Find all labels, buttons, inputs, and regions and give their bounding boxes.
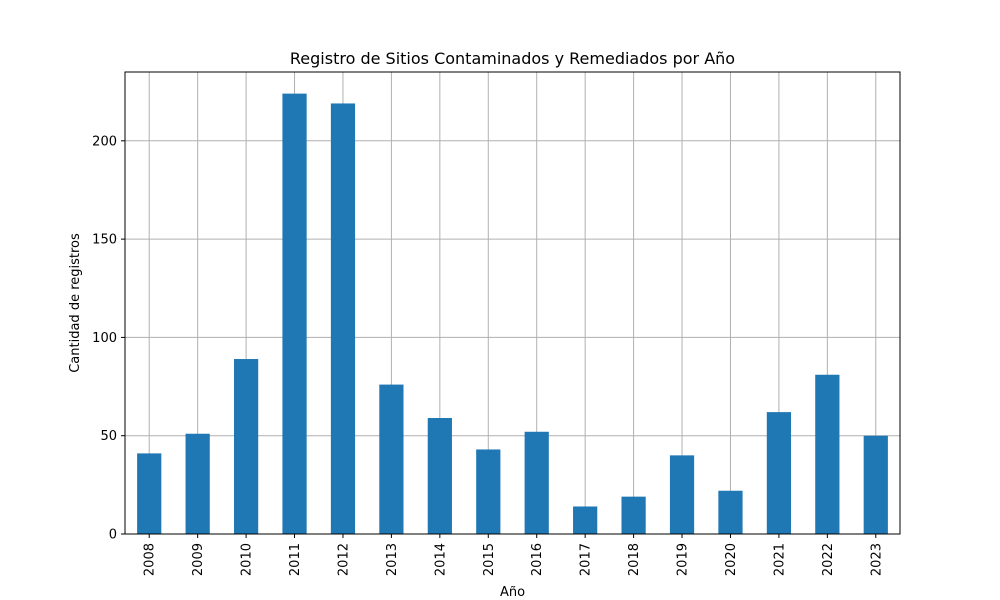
bar-2023 bbox=[863, 435, 888, 534]
x-tick-label: 2018 bbox=[627, 543, 642, 576]
x-tick-label: 2016 bbox=[530, 543, 545, 576]
bar-2018 bbox=[621, 496, 646, 534]
x-tick-label: 2017 bbox=[579, 543, 594, 576]
y-tick-label: 50 bbox=[100, 429, 117, 444]
bar-2008 bbox=[137, 453, 162, 534]
x-tick-label: 2019 bbox=[676, 543, 691, 576]
bar-2017 bbox=[573, 506, 598, 534]
x-tick-label: 2023 bbox=[869, 543, 884, 576]
x-tick-label: 2012 bbox=[336, 543, 351, 576]
bar-2014 bbox=[427, 418, 452, 534]
bars bbox=[137, 93, 888, 534]
x-tick-label: 2008 bbox=[143, 543, 158, 576]
x-tick-label: 2011 bbox=[288, 543, 303, 576]
bar-2011 bbox=[282, 93, 307, 534]
bar-2012 bbox=[330, 103, 356, 534]
y-tick-label: 200 bbox=[92, 134, 117, 149]
x-tick-label: 2015 bbox=[482, 543, 497, 576]
x-tick-label: 2010 bbox=[240, 543, 255, 576]
x-tick-label: 2014 bbox=[433, 543, 448, 576]
x-tick-label: 2020 bbox=[724, 543, 739, 576]
bar-2016 bbox=[524, 431, 549, 534]
x-tick-label: 2022 bbox=[821, 543, 836, 576]
y-tick-label: 150 bbox=[92, 233, 117, 248]
bar-2015 bbox=[476, 449, 501, 534]
bar-2013 bbox=[379, 384, 404, 534]
y-axis: 0 50 100 150 200 bbox=[92, 134, 125, 543]
y-axis-label: Cantidad de registros bbox=[68, 233, 83, 373]
bar-2010 bbox=[233, 359, 259, 534]
bar-2009 bbox=[185, 433, 210, 534]
y-tick-label: 0 bbox=[109, 528, 117, 543]
chart-title: Registro de Sitios Contaminados y Remedi… bbox=[290, 49, 735, 68]
bar-2021 bbox=[766, 412, 792, 534]
bar-2020 bbox=[718, 490, 743, 534]
bar-2019 bbox=[669, 455, 695, 534]
x-tick-label: 2013 bbox=[385, 543, 400, 576]
x-tick-label: 2021 bbox=[772, 543, 787, 576]
y-tick-label: 100 bbox=[92, 331, 117, 346]
x-tick-label: 2009 bbox=[191, 543, 206, 576]
bar-2022 bbox=[815, 374, 840, 534]
x-axis-label: Año bbox=[500, 585, 525, 600]
plot-frame bbox=[124, 71, 901, 535]
x-axis: 2008 2009 2010 2011 2012 2013 2014 2015 2016 2017… bbox=[143, 534, 884, 576]
